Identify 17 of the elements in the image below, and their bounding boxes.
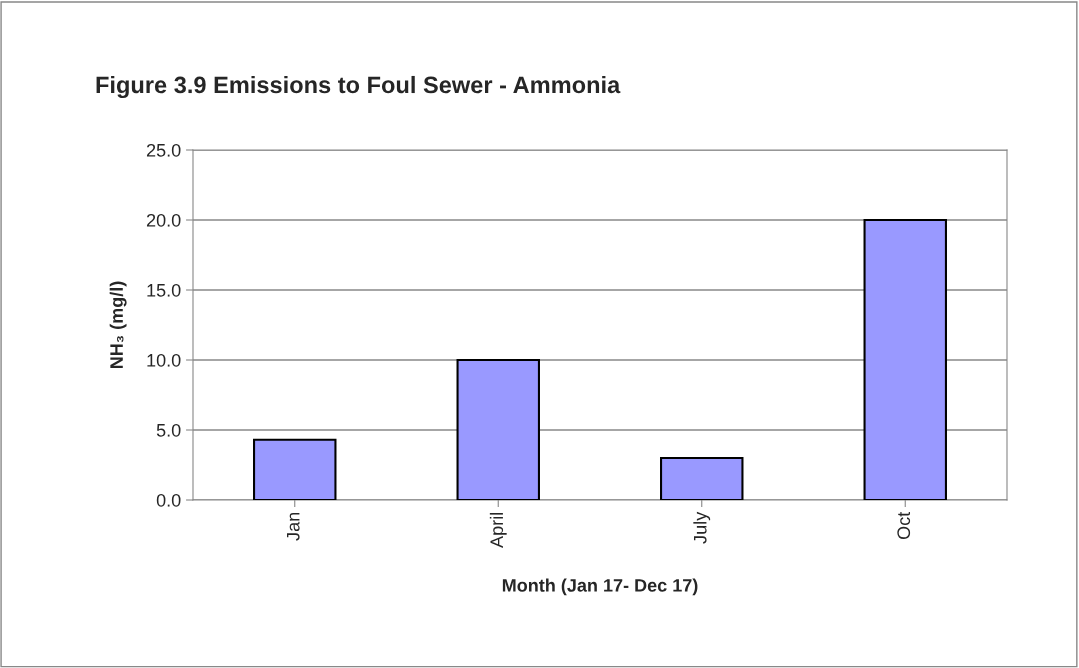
bar [863,218,947,500]
x-tick-label: Jan [287,512,300,541]
y-tick-label: 10.0 [147,353,181,367]
y-tick-label: 20.0 [146,213,181,227]
chart-title: Figure 3.9 Emissions to Foul Sewer - Ammonia [96,75,621,99]
bar [253,438,337,500]
y-tick-label: 25.0 [146,143,181,157]
y-axis-title: NH₃ (mg/l) [109,281,127,369]
x-tick-label: Oct [897,511,911,540]
x-tick-label: April [489,513,507,548]
bar [660,456,744,500]
bar [456,358,540,500]
x-tick-label: July [693,511,711,544]
y-tick-label: 0.0 [156,493,181,507]
y-tick-label: 15.0 [147,283,181,297]
y-tick-label: 5.0 [156,423,181,437]
x-axis-title: Month (Jan 17- Dec 17) [502,578,698,596]
